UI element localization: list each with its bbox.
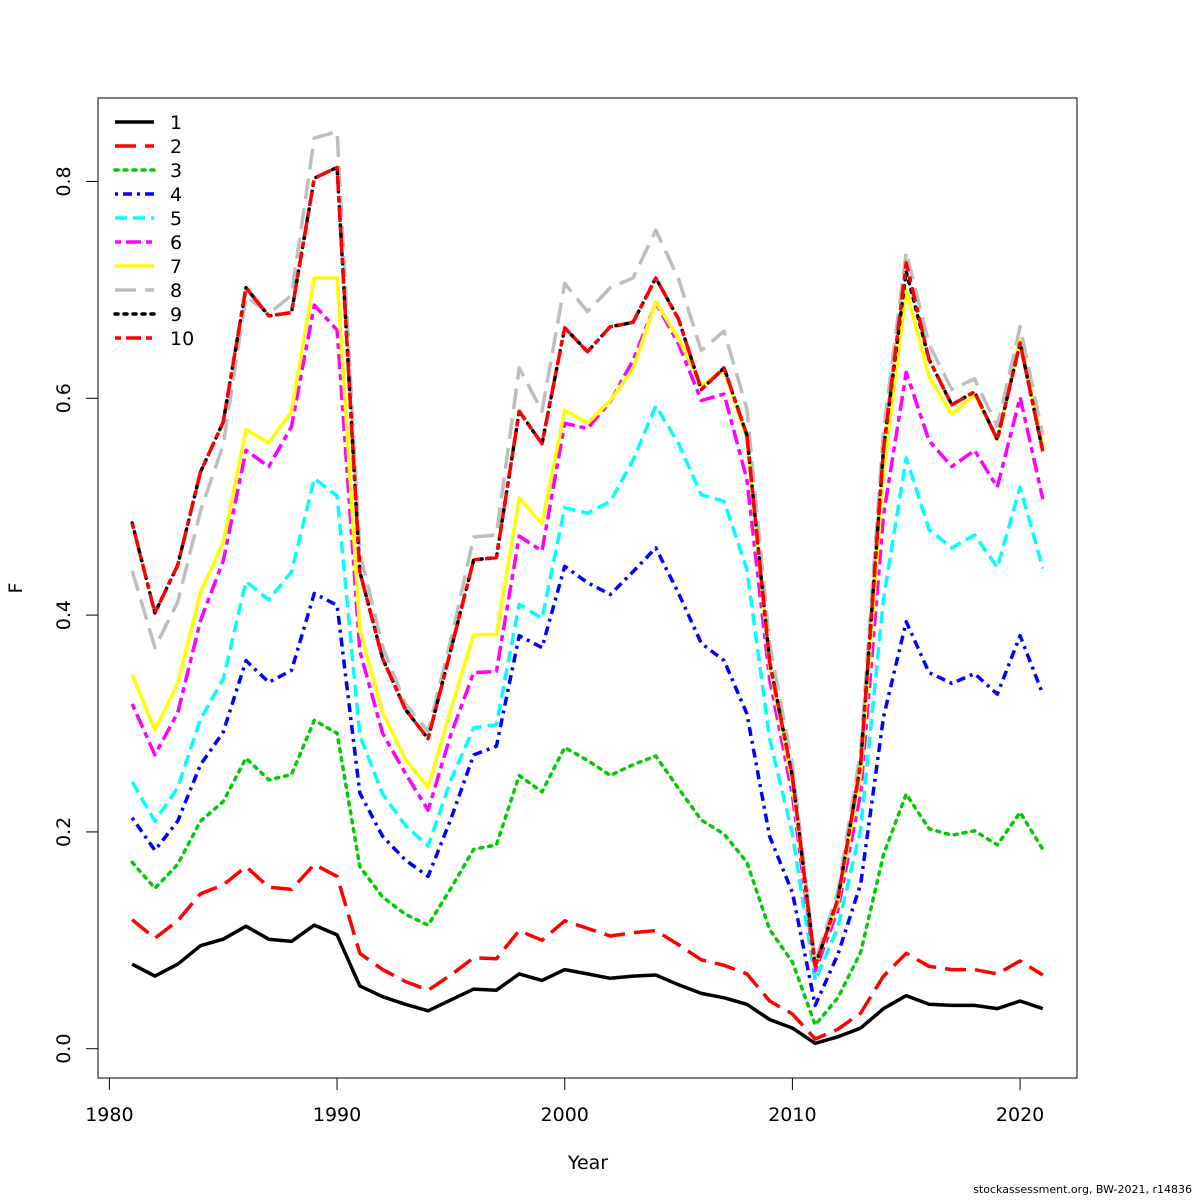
legend-label-10: 10 bbox=[170, 328, 194, 350]
legend-label-6: 6 bbox=[170, 232, 182, 254]
series-line-1 bbox=[131, 923, 1044, 1046]
y-axis: 0.0 0.2 0.4 0.6 0.8 bbox=[53, 166, 99, 1064]
series-layer bbox=[130, 129, 1045, 1046]
series-line-7 bbox=[130, 276, 1045, 969]
legend-label-9: 9 bbox=[170, 304, 182, 326]
series-line-8 bbox=[130, 129, 1045, 964]
y-tick-label: 0.2 bbox=[53, 817, 75, 847]
legend-label-1: 1 bbox=[170, 112, 182, 134]
legend-label-5: 5 bbox=[170, 208, 182, 230]
x-axis: 1980 1990 2000 2010 2020 bbox=[85, 1077, 1044, 1126]
x-tick-label: 1990 bbox=[313, 1104, 361, 1126]
legend-label-4: 4 bbox=[170, 184, 182, 206]
series-line-4 bbox=[130, 546, 1045, 1008]
legend-label-8: 8 bbox=[170, 280, 182, 302]
y-tick-label: 0.8 bbox=[53, 166, 75, 196]
series-line-10 bbox=[130, 165, 1045, 969]
x-tick-label: 1980 bbox=[85, 1104, 133, 1126]
x-axis-label: Year bbox=[567, 1152, 608, 1174]
footer-credit: stockassessment.org, BW-2021, r14836 bbox=[973, 1183, 1192, 1196]
x-tick-label: 2010 bbox=[768, 1104, 816, 1126]
legend-label-7: 7 bbox=[170, 256, 182, 278]
legend-label-2: 2 bbox=[170, 136, 182, 158]
x-tick-label: 2000 bbox=[541, 1104, 589, 1126]
y-tick-label: 0.4 bbox=[53, 600, 75, 630]
series-line-5 bbox=[130, 404, 1045, 983]
series-line-2 bbox=[131, 862, 1044, 1041]
legend-label-3: 3 bbox=[170, 160, 182, 182]
series-line-3 bbox=[130, 718, 1045, 1027]
series-line-6 bbox=[130, 301, 1045, 973]
x-tick-label: 2020 bbox=[996, 1104, 1044, 1126]
y-tick-label: 0.0 bbox=[53, 1034, 75, 1064]
y-axis-label: F bbox=[5, 583, 27, 594]
y-tick-label: 0.6 bbox=[53, 383, 75, 413]
